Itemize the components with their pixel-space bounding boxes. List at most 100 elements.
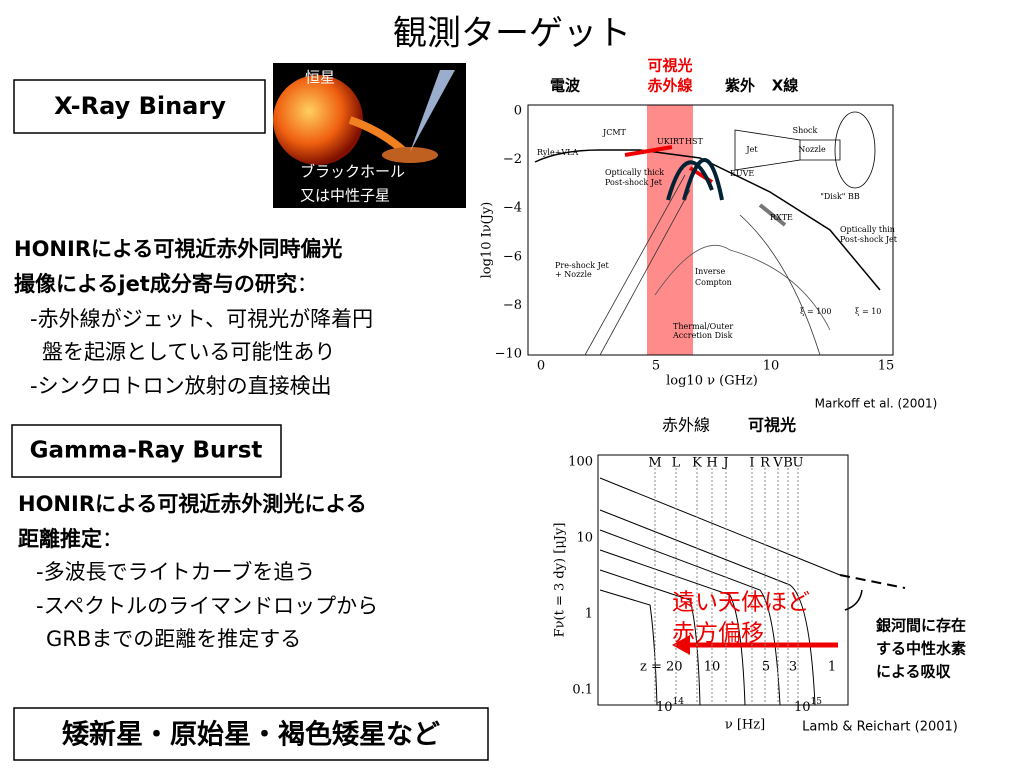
heading: HONIRによる可視近赤外同時偏光 <box>14 237 342 261</box>
figure-sed <box>527 104 894 356</box>
band-label: 赤外線 <box>647 77 692 95</box>
x-tick-label: 5 <box>652 359 660 374</box>
annotation: ξ = 10 <box>855 307 881 316</box>
band-label: X線 <box>772 77 799 95</box>
filter-label: L <box>672 456 681 471</box>
y-tick-label: −8 <box>503 298 522 313</box>
colon: ： <box>102 527 123 551</box>
redshift-label: 5 <box>762 660 770 675</box>
redshift-label: 1 <box>828 660 836 675</box>
annotation: Ryle+VLA <box>537 148 578 157</box>
y-tick-label: 10 <box>576 531 593 546</box>
heading-text: 撮像によるjet成分寄与の研究 <box>14 272 297 296</box>
annotation: "Disk" BB <box>820 192 860 201</box>
colon: ： <box>297 272 318 296</box>
section-label: Gamma-Ray Burst <box>30 438 263 464</box>
image-label: 又は中性子星 <box>300 187 390 205</box>
citation: Lamb & Reichart (2001) <box>802 720 958 735</box>
section-label: X-Ray Binary <box>54 92 226 120</box>
y-axis-label: Fν(t = 3 dy) [μJy] <box>553 523 568 638</box>
binary-image: 恒星 ブラックホール 又は中性子星 <box>273 63 466 208</box>
annotation: RXTE <box>770 213 793 222</box>
y-tick-label: −10 <box>495 347 522 362</box>
y-tick-label: 0 <box>514 104 522 119</box>
bullet: 盤を起源としている可能性あり <box>42 340 335 364</box>
image-label: ブラックホール <box>300 163 405 181</box>
heading-text: 距離推定 <box>18 527 102 551</box>
redshift-label: 10 <box>704 660 721 675</box>
band-label: 紫外 <box>725 77 755 95</box>
citation: Markoff et al. (2001) <box>815 397 938 411</box>
annotation: Optically thin <box>840 225 895 234</box>
annotation: Compton <box>695 278 732 287</box>
filter-label: B <box>783 456 793 471</box>
annotation: HST <box>685 137 703 146</box>
annotation: Shock <box>793 126 818 135</box>
annotation: Nozzle <box>798 145 826 154</box>
bullet: -赤外線がジェット、可視光が降着円 <box>30 307 373 331</box>
filter-label: R <box>760 456 771 471</box>
y-tick-label: 0.1 <box>572 683 593 698</box>
filter-label: J <box>721 456 728 471</box>
x-tick-label: 0 <box>537 359 545 374</box>
arrow-label: 遠い天体ほど <box>672 590 810 616</box>
bullet: -スペクトルのライマンドロップから <box>36 594 378 618</box>
figure-grb <box>597 454 906 706</box>
band-label: 可視光 <box>748 416 796 435</box>
annotation: する中性水素 <box>876 640 966 658</box>
box <box>13 79 266 134</box>
annotation: + Nozzle <box>555 270 592 279</box>
annotation: Post-shock Jet <box>605 178 663 187</box>
annotation: ξ = 100 <box>800 307 831 316</box>
heading: 距離推定： <box>18 527 123 551</box>
filter-label: H <box>706 456 717 471</box>
annotation: Accretion Disk <box>672 331 733 340</box>
annotation: UKIRT <box>657 137 685 146</box>
filter-label: M <box>648 456 661 471</box>
x-tick-label: 1014 <box>656 697 684 715</box>
annotation: Thermal/Outer <box>673 322 733 331</box>
tick-base: 10 <box>794 700 811 715</box>
annotation: Pre-shock Jet <box>555 261 610 270</box>
y-tick-label: −2 <box>503 152 522 167</box>
band-label: 可視光 <box>647 57 692 75</box>
x-tick-label: 10 <box>763 359 780 374</box>
x-tick-label: 15 <box>878 359 895 374</box>
redshift-label: 3 <box>789 660 797 675</box>
redshift-label: z = 20 <box>640 660 683 675</box>
annotation: 銀河間に存在 <box>876 617 966 635</box>
image-label: 恒星 <box>305 69 335 87</box>
bullet: -多波長でライトカーブを追う <box>36 560 315 584</box>
annotation: Optically thick <box>605 168 664 177</box>
box <box>11 424 282 478</box>
y-tick-label: 1 <box>585 607 593 622</box>
x-tick-label: 1015 <box>794 697 822 715</box>
x-axis-label: ν [Hz] <box>725 718 765 733</box>
y-tick-label: 100 <box>568 455 593 470</box>
box <box>13 707 489 761</box>
filter-label: V <box>772 456 783 471</box>
annotation: EUVE <box>730 169 754 178</box>
annotation: Jet <box>745 145 758 154</box>
title: 観測ターゲット <box>393 14 631 54</box>
section-label: 矮新星・原始星・褐色矮星など <box>62 719 440 751</box>
annotation: Post-shock Jet <box>840 235 898 244</box>
band-label: 赤外線 <box>662 416 710 435</box>
x-axis-label: log10 ν (GHz) <box>666 374 758 389</box>
heading: HONIRによる可視近赤外測光による <box>18 492 367 516</box>
annotation: による吸収 <box>876 663 952 681</box>
filter-label: I <box>749 456 754 471</box>
arrow-label: 赤方偏移 <box>672 621 764 647</box>
heading: 撮像によるjet成分寄与の研究： <box>14 272 318 296</box>
y-tick-label: −4 <box>503 201 522 216</box>
bullet: -シンクロトロン放射の直接検出 <box>30 374 332 398</box>
bullet: GRBまでの距離を推定する <box>46 627 301 651</box>
tick-base: 10 <box>656 700 673 715</box>
filter-label: K <box>692 456 702 471</box>
tick-exp: 15 <box>811 697 823 707</box>
band-label: 電波 <box>550 77 581 95</box>
tick-exp: 14 <box>673 697 685 707</box>
y-tick-label: −6 <box>503 249 522 264</box>
y-axis-label: log10 Iν(Jy) <box>480 202 495 279</box>
